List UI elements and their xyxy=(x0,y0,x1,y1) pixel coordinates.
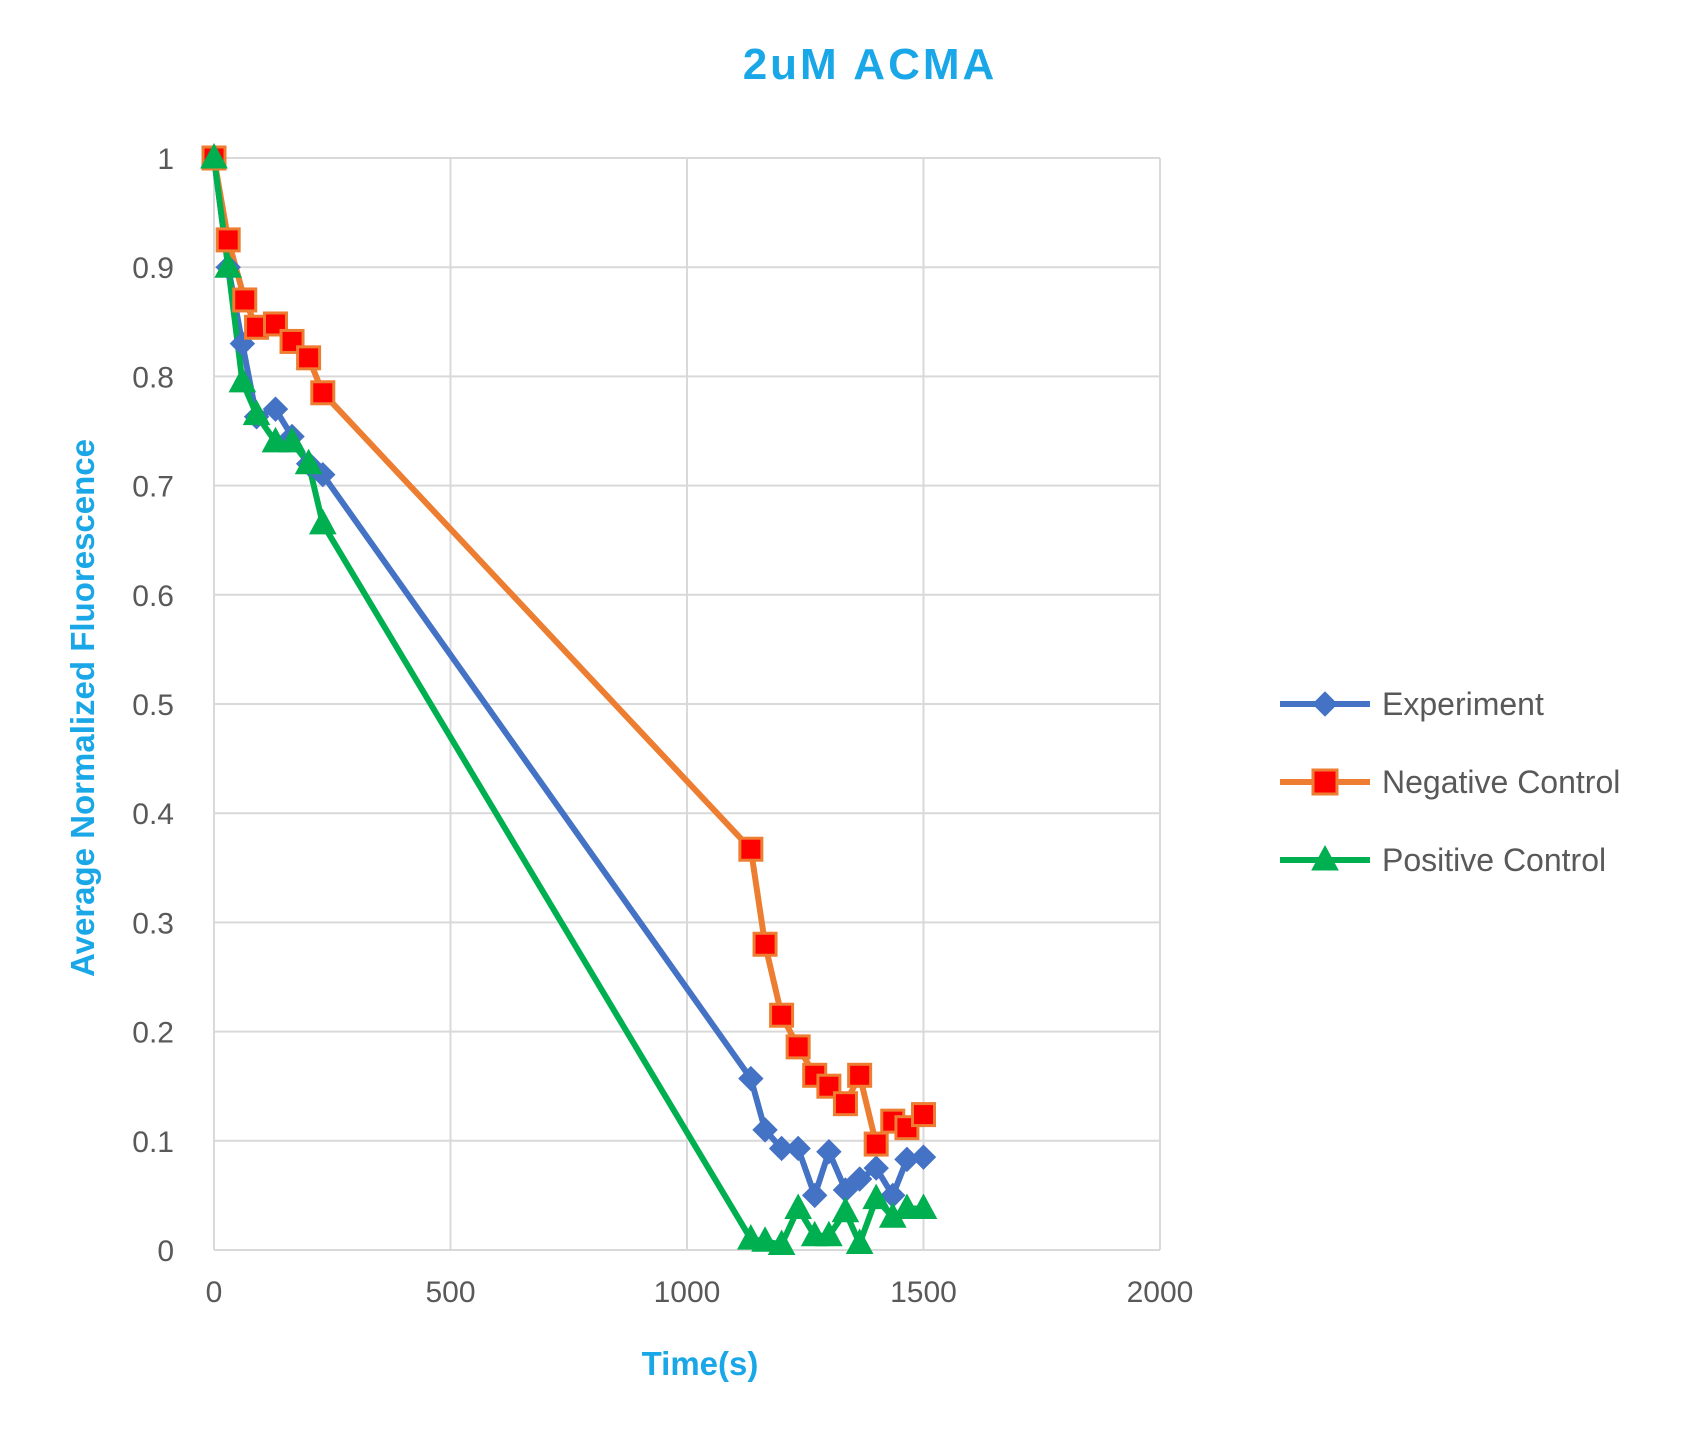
y-tick-label: 0.9 xyxy=(132,252,174,285)
x-tick-label: 500 xyxy=(425,1276,475,1309)
series-line-experiment xyxy=(211,157,924,1199)
data-point-positive-control xyxy=(862,1183,891,1210)
data-point-positive-control xyxy=(815,1220,843,1247)
x-axis-label: Time(s) xyxy=(641,1345,759,1382)
data-point-positive-control xyxy=(308,508,337,535)
x-tick-label: 1500 xyxy=(890,1276,957,1309)
data-point-positive-control xyxy=(831,1196,860,1223)
x-tick-label: 2000 xyxy=(1127,1276,1194,1309)
data-point-experiment xyxy=(752,1117,778,1143)
data-point-negative-control xyxy=(847,1062,873,1088)
y-tick-label: 0.4 xyxy=(132,798,174,831)
y-tick-label: 0.5 xyxy=(132,689,174,722)
data-point-positive-control xyxy=(242,399,271,426)
data-point-negative-control xyxy=(215,227,241,253)
chart-title: 2uM ACMA xyxy=(742,40,998,89)
data-point-positive-control xyxy=(214,252,243,278)
data-point-experiment xyxy=(816,1139,842,1165)
legend-label-experiment: Experiment xyxy=(1382,686,1544,722)
series-line-negative-control xyxy=(211,157,926,1148)
data-point-negative-control xyxy=(752,931,778,957)
data-point-positive-control xyxy=(767,1229,796,1256)
data-point-negative-control xyxy=(863,1131,889,1157)
x-tick-label: 0 xyxy=(206,1276,223,1309)
data-point-positive-control xyxy=(751,1226,779,1252)
data-point-positive-control xyxy=(278,426,306,453)
data-point-experiment xyxy=(846,1166,873,1192)
data-point-positive-control xyxy=(784,1193,812,1220)
data-point-negative-control xyxy=(832,1091,858,1117)
legend-marker-negative-control xyxy=(1311,768,1339,796)
y-tick-label: 0.1 xyxy=(132,1126,174,1159)
data-point-positive-control xyxy=(294,448,323,475)
data-point-experiment xyxy=(738,1065,764,1092)
y-tick-label: 0.2 xyxy=(132,1017,174,1050)
y-tick-label: 1 xyxy=(157,143,174,176)
data-point-negative-control xyxy=(310,380,336,406)
y-tick-label: 0.8 xyxy=(132,361,174,394)
data-point-negative-control xyxy=(785,1034,811,1060)
data-point-negative-control xyxy=(738,836,764,862)
data-point-negative-control xyxy=(232,287,258,313)
data-point-experiment xyxy=(802,1182,828,1209)
data-point-experiment xyxy=(910,1144,937,1170)
legend-label-negative-control: Negative Control xyxy=(1382,764,1620,800)
data-point-positive-control xyxy=(200,142,228,169)
data-point-experiment xyxy=(262,396,289,422)
data-point-experiment xyxy=(863,1155,889,1181)
x-tick-label: 1000 xyxy=(654,1276,721,1309)
legend-label-positive-control: Positive Control xyxy=(1382,842,1606,878)
data-point-experiment xyxy=(785,1135,811,1162)
legend-marker-experiment xyxy=(1312,691,1338,717)
legend-marker-positive-control xyxy=(1311,844,1339,871)
data-point-negative-control xyxy=(769,1002,795,1028)
data-point-negative-control xyxy=(911,1102,936,1128)
y-tick-label: 0.7 xyxy=(132,471,174,504)
y-tick-label: 0.3 xyxy=(132,907,174,940)
data-point-negative-control xyxy=(296,345,322,371)
data-point-positive-control xyxy=(228,366,257,393)
y-tick-label: 0.6 xyxy=(132,580,174,613)
y-tick-label: 0 xyxy=(157,1235,174,1268)
data-point-positive-control xyxy=(845,1228,874,1254)
data-point-positive-control xyxy=(909,1193,938,1220)
